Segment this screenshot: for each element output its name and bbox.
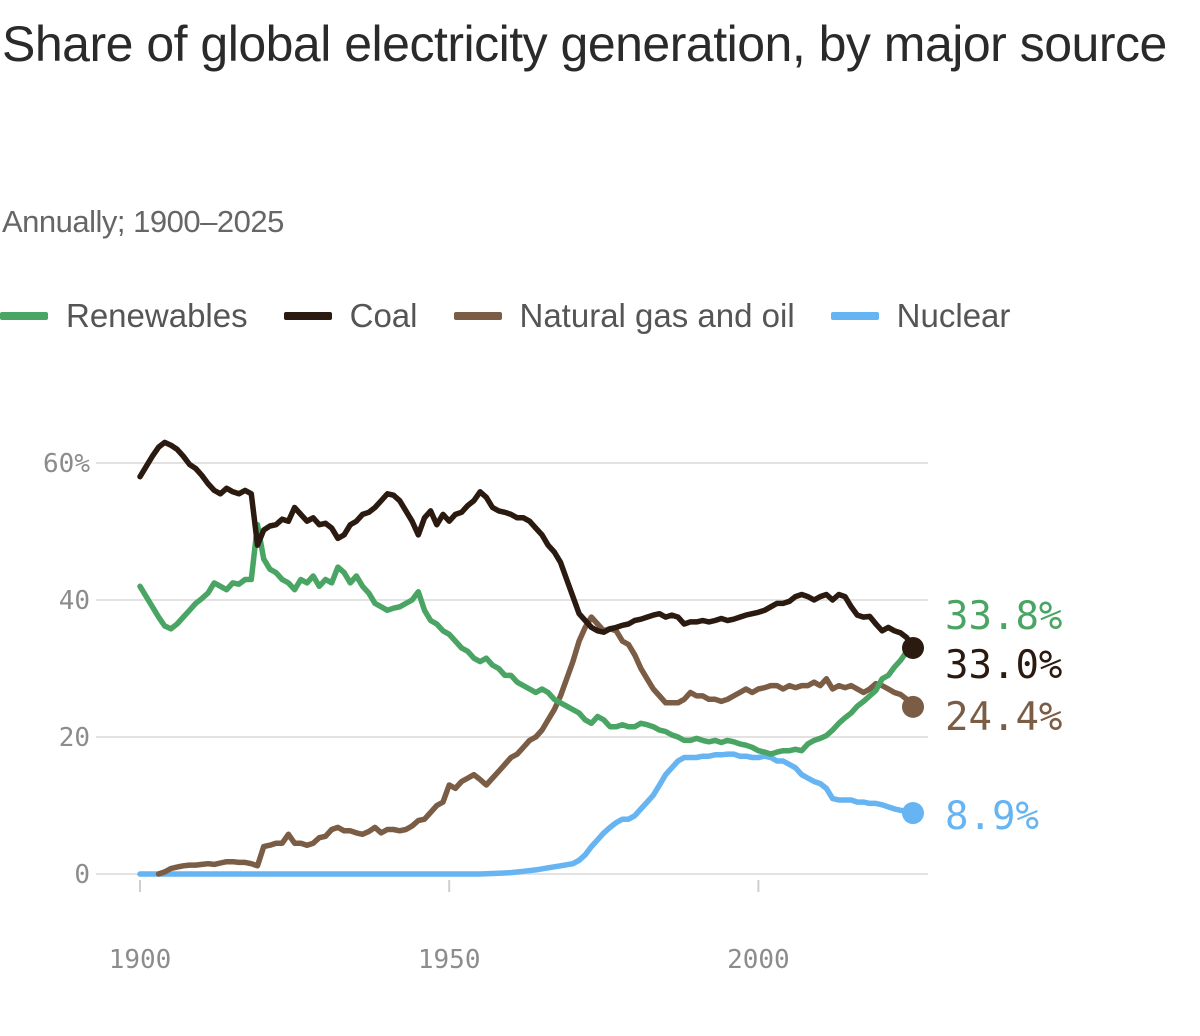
end-label-natural-gas-and-oil: 24.4% [945,695,1062,740]
end-dot-nuclear [902,802,924,825]
legend-label-natural-gas-and-oil: Natural gas and oil [519,297,795,334]
y-tick-label: 40 [59,586,90,616]
x-tick-label: 2000 [727,945,790,975]
legend-item-nuclear: Nuclear [830,297,1011,335]
end-label-nuclear: 8.9% [945,794,1039,839]
legend-label-coal: Coal [349,297,418,334]
x-tick-label: 1950 [418,945,481,975]
series-line-natural-gas-and-oil [155,614,916,877]
end-dot-coal [902,636,924,659]
end-label-renewables: 33.8% [945,594,1062,639]
legend-label-nuclear: Nuclear [896,297,1011,334]
chart-legend: Renewables Coal Natural gas and oil Nucl… [0,294,1046,338]
legend-label-renewables: Renewables [66,297,248,334]
series-line-nuclear [137,751,916,877]
chart-title: Share of global electricity generation, … [2,16,1167,72]
end-label-coal: 33.0% [945,643,1062,688]
y-tick-label: 20 [59,723,90,753]
legend-item-renewables: Renewables [0,297,248,335]
chart-subtitle: Annually; 1900–2025 [2,204,284,239]
legend-item-coal: Coal [283,297,418,335]
series-line-coal [137,439,916,651]
legend-swatch-renewables [0,312,48,320]
y-tick-label: 0 [74,860,90,890]
series-line-renewables [137,521,916,757]
legend-item-natural-gas-and-oil: Natural gas and oil [453,297,795,335]
legend-swatch-coal [283,312,332,320]
end-dot-natural-gas-and-oil [902,695,924,718]
legend-swatch-natural-gas-and-oil [453,312,502,320]
y-tick-label: 60% [43,449,90,479]
legend-swatch-nuclear [830,312,879,320]
x-tick-label: 1900 [109,945,172,975]
